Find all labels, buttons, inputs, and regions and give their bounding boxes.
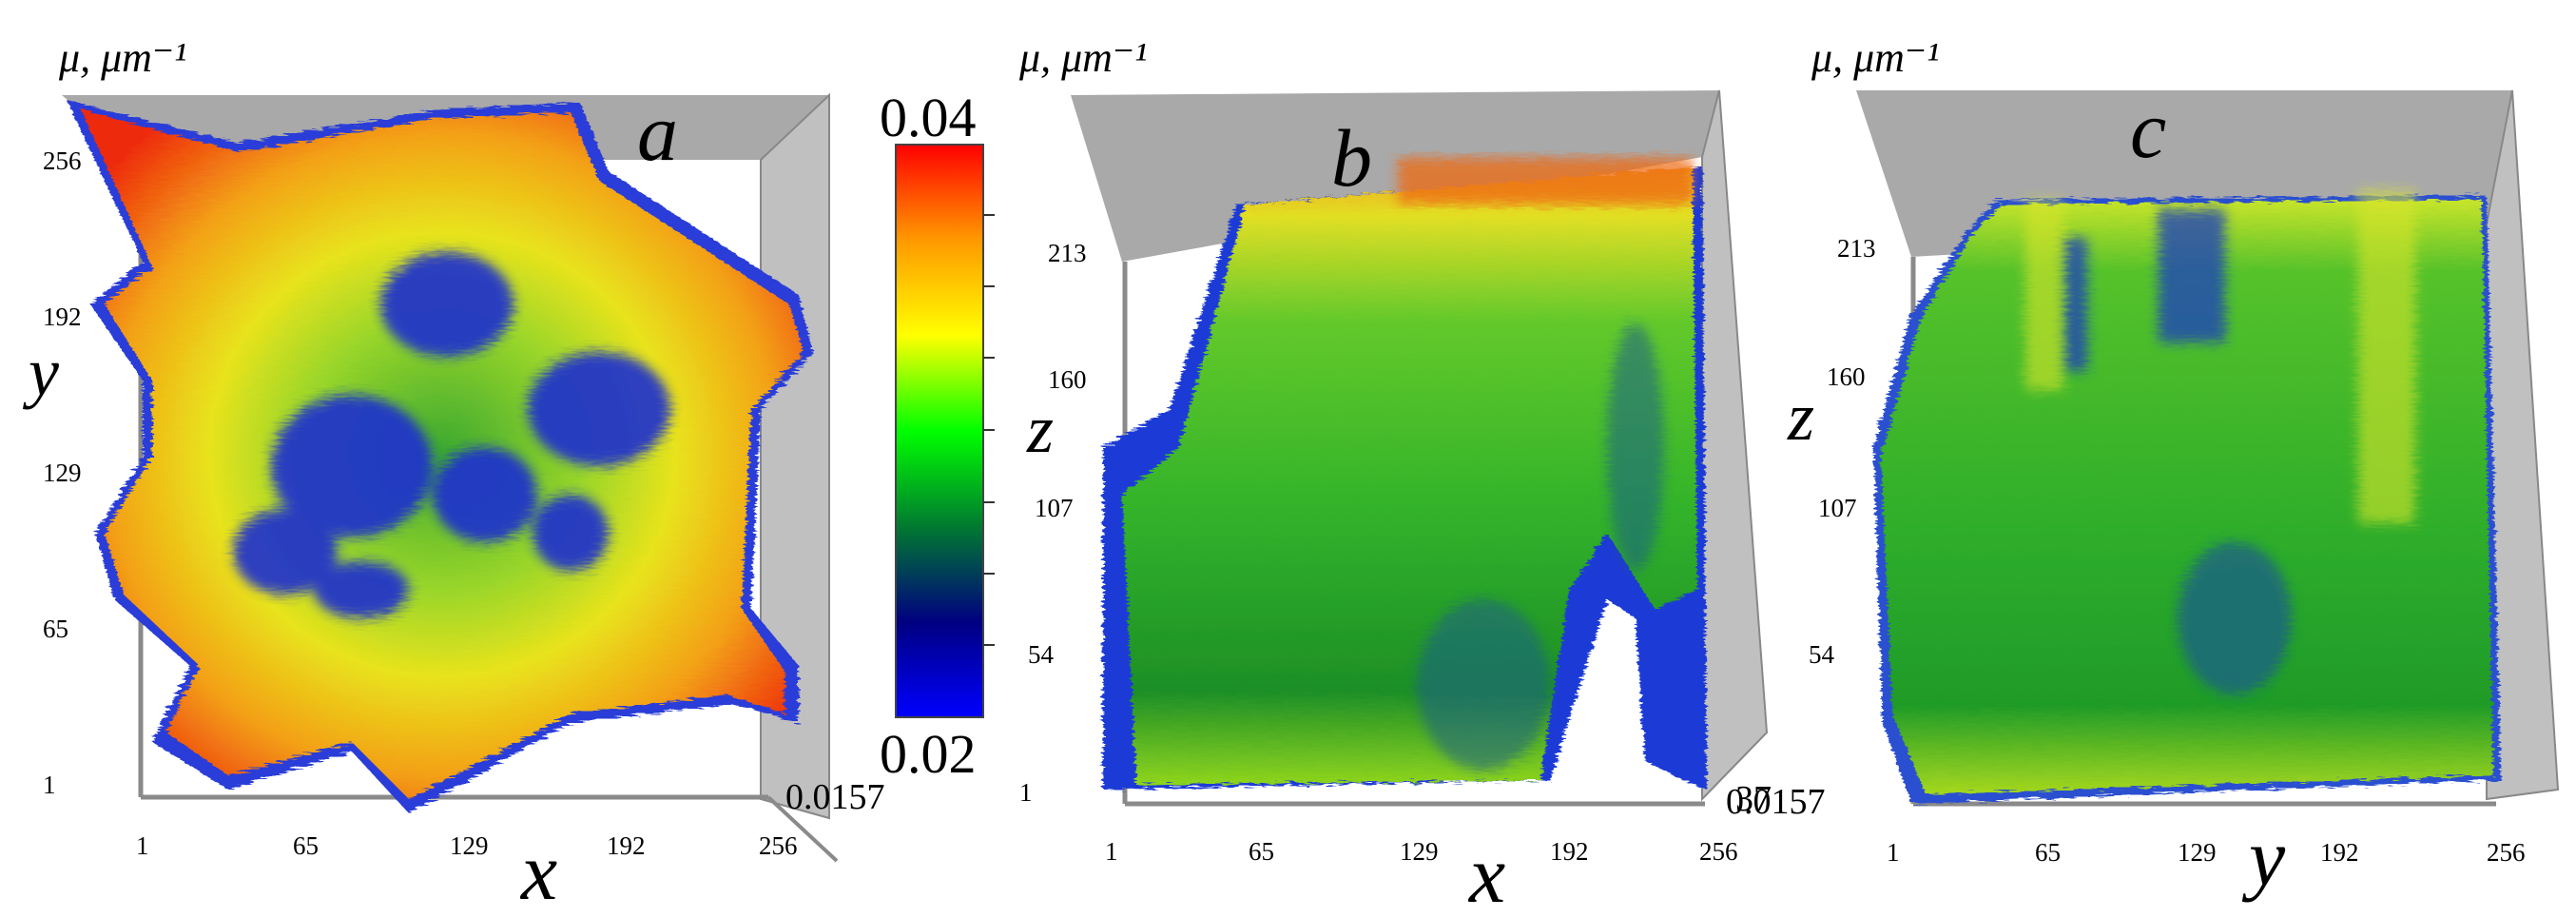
panel-c-low-regions xyxy=(2063,209,2292,694)
panel-a-label: a xyxy=(637,87,678,178)
colorbar-min-label: 0.02 xyxy=(880,723,977,785)
colorbar: 0.04 0.02 xyxy=(880,87,995,785)
panel-c-x-label: y xyxy=(2241,811,2286,903)
panel-b-x-ticks: 1 65 129 192 256 xyxy=(1105,837,1738,866)
panel-b-y-tick: 107 xyxy=(1035,494,1074,522)
panel-b-y-tick: 54 xyxy=(1028,640,1055,669)
panel-c-x-tick: 129 xyxy=(2178,838,2217,867)
panel-b-x-tick: 129 xyxy=(1400,837,1439,866)
panel-c-y-ticks: 213 160 107 54 37 xyxy=(1735,234,1876,819)
panel-c-y-tick: 54 xyxy=(1809,640,1835,669)
colorbar-ticks xyxy=(983,214,995,646)
panel-a-x-tick: 65 xyxy=(293,831,319,860)
panel-b: b μ, μm⁻¹ z x 0.0157 213 160 107 54 1 1 … xyxy=(1018,34,1826,918)
panel-a-unit-label: μ, μm⁻¹ xyxy=(58,34,186,81)
panel-c-x-tick: 65 xyxy=(2035,838,2061,867)
panel-c-y-tick: 213 xyxy=(1837,234,1876,263)
panel-a-x-ticks: 1 65 129 192 256 xyxy=(136,831,798,860)
panel-a-x-tick: 1 xyxy=(136,831,149,860)
panel-a-y-tick: 1 xyxy=(43,771,56,799)
panel-b-top-high-region xyxy=(1398,157,1693,205)
panel-a-x-tick: 256 xyxy=(759,831,798,860)
panel-b-x-tick: 192 xyxy=(1550,837,1589,866)
panel-c-high-regions xyxy=(2025,190,2415,523)
panel-a-low-regions xyxy=(233,252,670,618)
panel-c: c μ, μm⁻¹ z y 213 160 107 54 37 1 65 129… xyxy=(1735,34,2560,903)
panel-a-heatmap xyxy=(67,100,813,813)
panel-b-corner-value: 0.0157 xyxy=(1726,782,1826,822)
panel-c-y-tick: 37 xyxy=(1735,779,1772,819)
panel-b-dark-regions xyxy=(1417,323,1664,771)
panel-c-x-ticks: 1 65 129 192 256 xyxy=(1887,838,2526,867)
panel-a-x-tick: 129 xyxy=(450,831,489,860)
panel-b-x-tick: 1 xyxy=(1105,837,1118,866)
panel-a-y-ticks: 256 192 129 65 1 xyxy=(43,146,82,799)
panel-b-x-tick: 65 xyxy=(1249,837,1274,866)
panel-c-y-tick: 160 xyxy=(1827,362,1866,391)
colorbar-gradient xyxy=(895,144,984,718)
panel-b-right-plane xyxy=(1701,89,1769,802)
panel-c-x-tick: 256 xyxy=(2487,838,2526,867)
panel-b-y-label: z xyxy=(1026,391,1054,467)
panel-c-x-tick: 1 xyxy=(1887,838,1900,867)
panel-c-unit-label: μ, μm⁻¹ xyxy=(1811,34,1939,81)
panel-b-x-tick: 256 xyxy=(1699,837,1738,866)
panel-c-label: c xyxy=(2130,84,2166,175)
panel-c-x-tick: 192 xyxy=(2320,838,2359,867)
panel-c-y-label: z xyxy=(1787,379,1814,455)
panel-a-y-label: y xyxy=(22,334,59,410)
panel-b-unit-label: μ, μm⁻¹ xyxy=(1018,34,1147,81)
colorbar-max-label: 0.04 xyxy=(880,87,977,148)
panel-a-corner-value: 0.0157 xyxy=(785,777,885,817)
panel-b-x-label: x xyxy=(1467,829,1505,918)
panel-a: a μ, μm⁻¹ y x 0.0157 256 192 129 65 1 1 … xyxy=(22,34,885,917)
panel-a-y-tick: 65 xyxy=(43,615,68,643)
panel-a-x-label: x xyxy=(519,826,557,917)
panel-a-y-tick: 129 xyxy=(43,459,82,487)
panel-b-heatmap xyxy=(1103,157,1707,790)
panel-b-y-tick: 1 xyxy=(1019,778,1033,807)
panel-c-y-tick: 107 xyxy=(1818,494,1857,522)
panel-c-heatmap xyxy=(1873,190,2501,804)
panel-b-label: b xyxy=(1331,112,1372,204)
panel-b-y-tick: 213 xyxy=(1048,239,1087,267)
panel-a-right-plane xyxy=(760,92,830,820)
panel-b-y-tick: 160 xyxy=(1048,365,1087,394)
panel-a-x-tick: 192 xyxy=(607,831,646,860)
panel-a-y-tick: 192 xyxy=(43,303,82,331)
panel-b-y-ticks: 213 160 107 54 1 xyxy=(1019,239,1087,807)
panel-a-depth-edge xyxy=(766,795,839,863)
panel-a-y-tick: 256 xyxy=(43,146,82,175)
